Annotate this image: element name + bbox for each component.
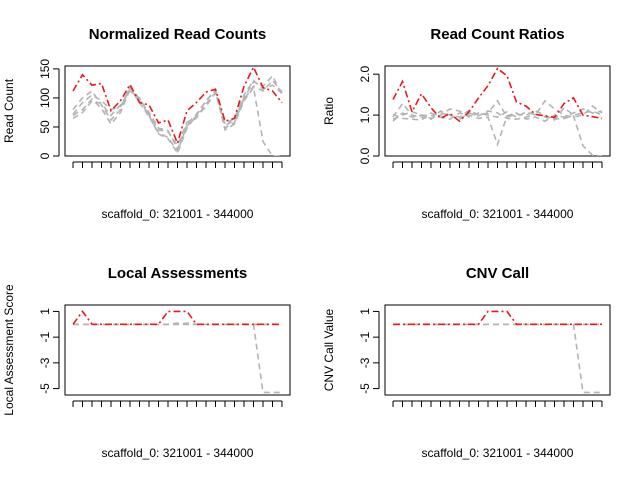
x-axis-label: scaffold_0: 321001 - 344000 <box>102 207 254 221</box>
y-tick-label: -1 <box>38 331 52 342</box>
reference-series-line-4 <box>72 85 282 156</box>
y-axis-label: Read Count <box>2 78 16 143</box>
panel-3: Local Assessments 1 -1 -3 -5 Local Assessment… <box>2 265 291 460</box>
y-tick-label: 0 <box>38 152 52 159</box>
panel-4: CNV Call 1 -1 -3 -5 CNV Call Value scaffold_0:… <box>322 265 611 460</box>
x-axis-label: scaffold_0: 321001 - 344000 <box>422 446 574 460</box>
sample-series-line-0 <box>72 310 282 326</box>
reference-series-line-3 <box>392 108 603 147</box>
panel-title: Read Count Ratios <box>430 26 564 43</box>
panel-1: Normalized Read Counts 0 50 100 150 Read Coun… <box>2 26 291 221</box>
reference-series-line-1 <box>72 74 283 151</box>
reference-series-line-2 <box>72 79 283 148</box>
panel-2: Read Count Ratios 0.0 1.0 2.0 Ratio scaffold_… <box>322 26 611 221</box>
sample-series-line-0 <box>392 67 603 123</box>
reference-series-line-4 <box>392 110 603 156</box>
x-axis-label: scaffold_0: 321001 - 344000 <box>102 446 254 460</box>
x-axis-label: scaffold_0: 321001 - 344000 <box>422 207 574 221</box>
reference-series-line-2 <box>392 99 603 122</box>
y-tick-label: 50 <box>38 120 52 134</box>
y-axis-label: Local Assessment Score <box>2 284 16 416</box>
sample-series-line-0 <box>72 66 283 146</box>
panel-title: Local Assessments <box>108 265 248 282</box>
plot-frame <box>64 65 291 157</box>
y-tick-label: 1.0 <box>358 106 372 123</box>
reference-series-line-3 <box>72 79 283 154</box>
y-tick-label: 150 <box>38 59 52 79</box>
y-tick-label: 1 <box>358 308 372 315</box>
y-axis-label: Ratio <box>322 97 336 125</box>
y-axis-label: CNV Call Value <box>322 308 336 391</box>
y-tick-label: 1 <box>38 308 52 315</box>
y-tick-label: 2.0 <box>358 66 372 83</box>
panel-title: CNV Call <box>466 265 529 282</box>
reference-series-line-4 <box>73 323 282 394</box>
y-tick-label: -3 <box>358 357 372 368</box>
panel-title: Normalized Read Counts <box>89 26 267 43</box>
y-tick-label: 0.0 <box>358 147 372 164</box>
reference-series-line-1 <box>392 99 603 122</box>
sample-series-line-0 <box>393 310 602 326</box>
y-tick-label: -1 <box>358 331 372 342</box>
y-tick-label: -5 <box>358 383 372 394</box>
y-tick-label: -3 <box>38 357 52 368</box>
reference-series-line-3 <box>393 323 602 394</box>
plot-frame <box>384 304 611 396</box>
y-tick-label: -5 <box>38 383 52 394</box>
plot-frame <box>384 65 611 157</box>
plot-frame <box>64 304 291 396</box>
y-tick-label: 100 <box>38 88 52 108</box>
